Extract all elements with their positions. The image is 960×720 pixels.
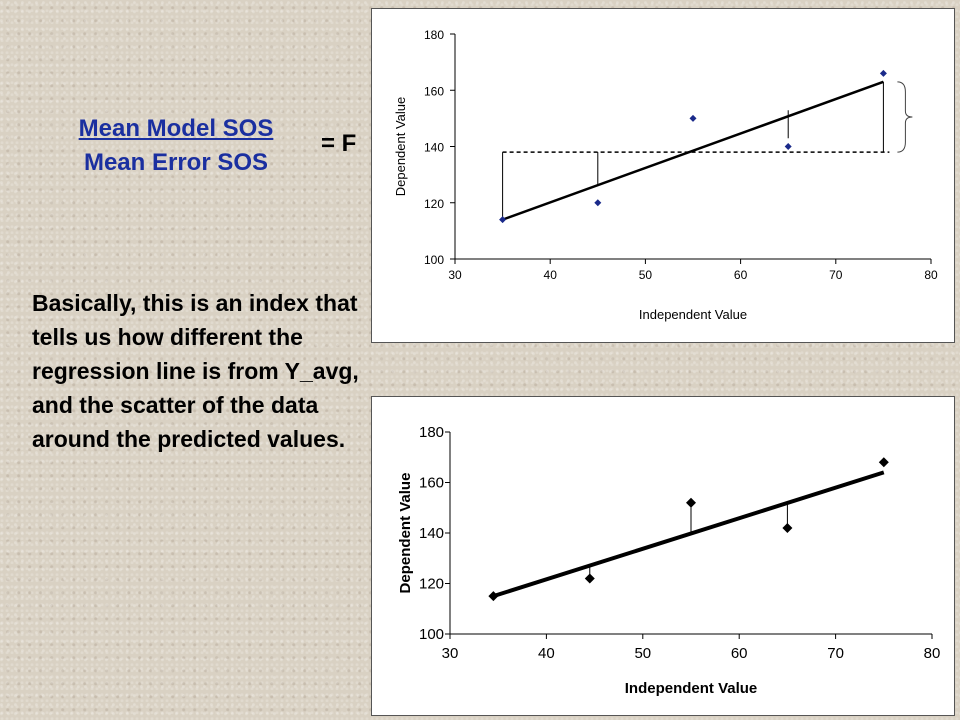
chart-top: 30 40 50 60 70 80 100 120 140 160 180 Independent V… [393, 28, 938, 322]
x-tick-label: 30 [448, 268, 462, 282]
data-point [782, 522, 793, 533]
data-point [784, 143, 792, 150]
regression-line [502, 80, 884, 221]
y-tick-label: 120 [419, 576, 444, 593]
x-tick-label: 30 [442, 645, 459, 662]
formula-numerator: Mean Model SOS [78, 115, 274, 142]
x-tick-label: 50 [639, 268, 653, 282]
y-tick-label: 180 [424, 28, 444, 42]
data-point [584, 573, 595, 584]
y-tick-label: 160 [419, 475, 444, 492]
y-tick-label: 100 [424, 253, 444, 267]
data-point [594, 199, 602, 207]
y-tick-label: 120 [424, 197, 444, 211]
chart-panel-bottom: 30 40 50 60 70 80 100 120 140 160 180 Independent V… [371, 396, 955, 716]
formula-denominator: Mean Error SOS [83, 149, 269, 176]
y-tick-label: 180 [419, 424, 444, 441]
regression-line [492, 470, 885, 599]
x-axis-label: Independent Value [639, 307, 747, 322]
data-point [499, 216, 507, 224]
y-tick-label: 100 [419, 626, 444, 643]
y-axis-label: Dependent Value [393, 97, 408, 197]
f-ratio-formula: Mean Model SOS Mean Error SOS [40, 112, 312, 180]
x-tick-label: 80 [924, 645, 941, 662]
x-tick-label: 70 [829, 268, 843, 282]
y-axis-label: Dependent Value [397, 473, 414, 594]
data-point [878, 457, 889, 468]
data-point [488, 591, 499, 602]
data-point [689, 114, 697, 122]
data-point [686, 497, 696, 508]
x-tick-label: 60 [734, 268, 748, 282]
y-tick-label: 140 [424, 141, 444, 155]
x-tick-label: 70 [827, 645, 844, 662]
description-text: Basically, this is an index that tells u… [32, 290, 359, 452]
brace-annotation [897, 81, 913, 153]
y-tick-label: 160 [424, 84, 444, 98]
x-tick-label: 50 [634, 645, 651, 662]
chart-panel-top: 30 40 50 60 70 80 100 120 140 160 180 Independent V… [371, 8, 955, 343]
x-tick-label: 40 [544, 268, 558, 282]
formula-equals-f: = F [321, 130, 357, 157]
data-point [879, 69, 887, 77]
x-tick-label: 80 [924, 268, 938, 282]
x-axis-label: Independent Value [625, 680, 758, 697]
x-tick-label: 40 [538, 645, 555, 662]
y-tick-label: 140 [419, 525, 444, 542]
chart-bottom: 30 40 50 60 70 80 100 120 140 160 180 Independent V… [397, 424, 941, 697]
x-tick-label: 60 [731, 645, 748, 662]
